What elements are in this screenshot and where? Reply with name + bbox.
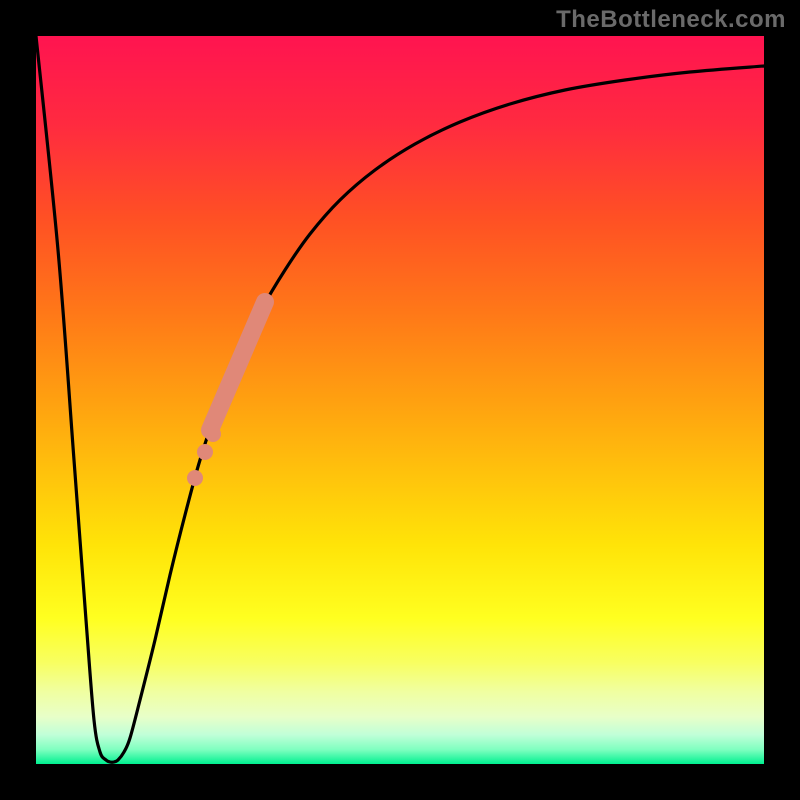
bottleneck-curve-chart: TheBottleneck.com — [0, 0, 800, 800]
watermark-text: TheBottleneck.com — [556, 6, 786, 34]
plot-background — [36, 36, 764, 764]
chart-svg — [0, 0, 800, 800]
